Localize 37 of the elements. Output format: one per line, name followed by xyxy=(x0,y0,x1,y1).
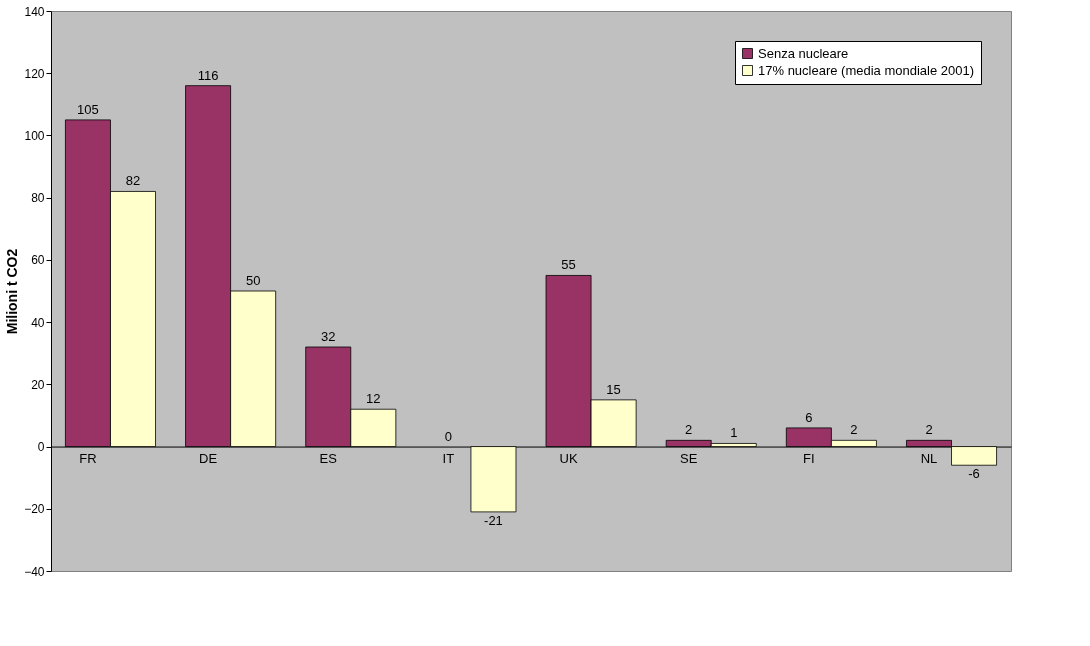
y-tick-label: 120 xyxy=(24,66,45,81)
data-label: 82 xyxy=(125,173,141,189)
data-label: 15 xyxy=(606,381,621,397)
data-label: 2 xyxy=(685,422,693,438)
x-tick-label: FI xyxy=(803,451,815,467)
data-label: 2 xyxy=(925,422,933,438)
data-label: 1 xyxy=(730,425,738,441)
data-label: 2 xyxy=(850,422,858,438)
y-tick-label: −40 xyxy=(24,564,45,579)
data-label: 12 xyxy=(366,391,381,407)
data-label: 6 xyxy=(805,409,813,425)
y-tick-label: 140 xyxy=(24,4,45,19)
x-tick-label: ES xyxy=(319,451,338,467)
data-label: 105 xyxy=(77,101,99,117)
y-tick-label: 60 xyxy=(31,253,45,268)
y-tick-label: 40 xyxy=(31,315,45,330)
x-tick-label: FR xyxy=(79,451,97,467)
data-label: -6 xyxy=(968,466,980,482)
x-tick-label: IT xyxy=(442,451,455,467)
y-tick-label: 100 xyxy=(24,128,45,143)
legend-label: 17% nucleare (media mondiale 2001) xyxy=(758,62,975,78)
data-label: 55 xyxy=(561,257,576,273)
x-tick-label: DE xyxy=(199,451,218,467)
y-tick-label: 20 xyxy=(31,377,45,392)
data-label: 50 xyxy=(245,273,261,288)
data-label: -21 xyxy=(484,512,503,528)
y-tick-label: 0 xyxy=(37,440,45,455)
x-tick-label: NL xyxy=(920,451,938,467)
x-tick-label: SE xyxy=(680,451,698,467)
data-label: 0 xyxy=(444,428,453,444)
y-axis-title: Milioni t CO2 xyxy=(4,248,21,335)
y-tick-label: −20 xyxy=(24,502,45,517)
legend-label: Senza nucleare xyxy=(758,45,849,61)
x-tick-label: UK xyxy=(559,451,578,467)
data-label: 32 xyxy=(321,329,336,344)
data-label: 116 xyxy=(197,67,219,83)
y-tick-label: 80 xyxy=(31,191,45,206)
